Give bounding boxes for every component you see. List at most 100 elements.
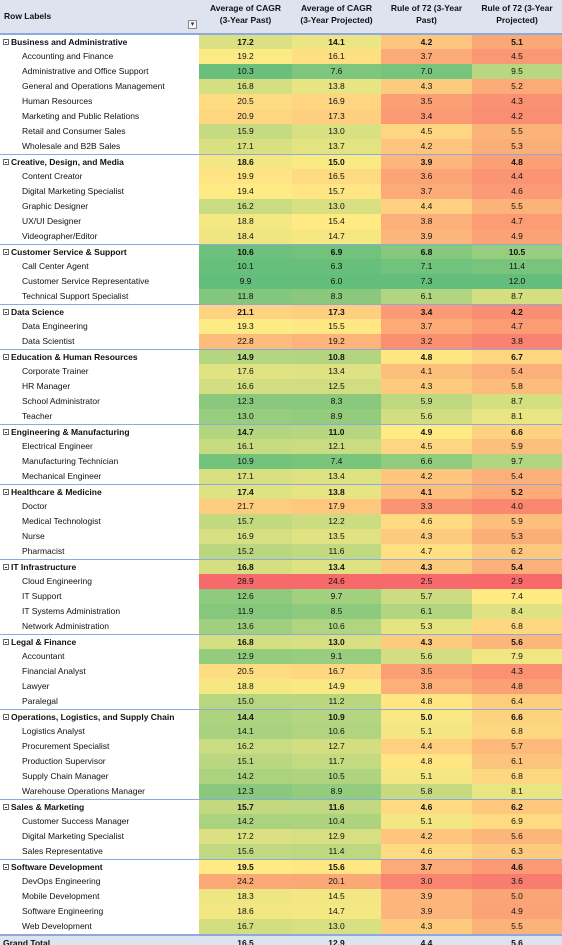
row-label[interactable]: Data Engineering [0,319,221,334]
cagr-projected-cell[interactable]: 13.5 [292,529,381,544]
rule72-past-cell[interactable]: 6.1 [381,289,472,304]
rule72-projected-cell[interactable]: 4.2 [472,109,562,124]
table-row[interactable]: Warehouse Operations Manager 12.3 8.9 5.8 8.… [0,784,562,799]
rule72-past-cell[interactable]: 4.3 [381,919,472,934]
cagr-past-cell[interactable]: 13.6 [199,619,292,634]
rule72-past-cell[interactable]: 3.7 [381,49,472,64]
cagr-projected-cell[interactable]: 13.4 [292,560,381,575]
cagr-projected-cell[interactable]: 9.1 [292,649,381,664]
cagr-projected-cell[interactable]: 11.4 [292,844,381,859]
row-label[interactable]: Customer Service Representative [0,274,221,289]
cagr-projected-cell[interactable]: 14.7 [292,229,381,244]
category-row[interactable]: Data Science 21.1 17.3 3.4 4.2 [0,304,562,320]
col-header-rule72-past[interactable]: Rule of 72 (3-Year Past) [381,2,472,26]
rule72-past-cell[interactable]: 4.1 [381,485,472,500]
category-label[interactable]: Engineering & Manufacturing [0,425,202,440]
row-label[interactable]: DevOps Engineering [0,874,221,889]
rule72-projected-cell[interactable]: 4.2 [472,305,562,320]
category-label[interactable]: Data Science [0,305,202,320]
table-row[interactable]: Electrical Engineer 16.1 12.1 4.5 5.9 [0,439,562,454]
category-label[interactable]: Sales & Marketing [0,800,202,815]
rule72-past-cell[interactable]: 4.4 [381,199,472,214]
rule72-past-cell[interactable]: 4.3 [381,560,472,575]
row-label[interactable]: Technical Support Specialist [0,289,221,304]
table-row[interactable]: Procurement Specialist 16.2 12.7 4.4 5.7 [0,739,562,754]
rule72-past-cell[interactable]: 3.7 [381,860,472,875]
table-row[interactable]: Digital Marketing Specialist 17.2 12.9 4.2 5… [0,829,562,844]
table-row[interactable]: Medical Technologist 15.7 12.2 4.6 5.9 [0,514,562,529]
category-label[interactable]: Operations, Logistics, and Supply Chain [0,710,202,725]
collapse-toggle-icon[interactable] [3,309,9,315]
rule72-projected-cell[interactable]: 7.9 [472,649,562,664]
cagr-projected-cell[interactable]: 10.9 [292,710,381,725]
table-row[interactable]: Videographer/Editor 18.4 14.7 3.9 4.9 [0,229,562,244]
filter-dropdown-icon[interactable]: ▾ [188,20,197,29]
cagr-past-cell[interactable]: 12.6 [199,589,292,604]
row-labels-header[interactable]: Row Labels [4,11,52,21]
rule72-projected-cell[interactable]: 4.3 [472,664,562,679]
row-label[interactable]: Cloud Engineering [0,574,221,589]
category-label[interactable]: Customer Service & Support [0,245,202,260]
category-label[interactable]: Business and Administrative [0,35,202,50]
cagr-past-cell[interactable]: 15.1 [199,754,292,769]
table-row[interactable]: Software Engineering 18.6 14.7 3.9 4.9 [0,904,562,919]
table-row[interactable]: Nurse 16.9 13.5 4.3 5.3 [0,529,562,544]
cagr-projected-cell[interactable]: 13.0 [292,199,381,214]
collapse-toggle-icon[interactable] [3,354,9,360]
table-row[interactable]: Cloud Engineering 28.9 24.6 2.5 2.9 [0,574,562,589]
cagr-past-cell[interactable]: 18.6 [199,904,292,919]
cagr-projected-cell[interactable]: 13.7 [292,139,381,154]
row-label[interactable]: Call Center Agent [0,259,221,274]
cagr-past-cell[interactable]: 20.5 [199,94,292,109]
col-header-rule72-projected[interactable]: Rule of 72 (3-Year Projected) [472,2,562,26]
rule72-projected-cell[interactable]: 4.7 [472,214,562,229]
rule72-projected-cell[interactable]: 5.1 [472,35,562,50]
collapse-toggle-icon[interactable] [3,429,9,435]
table-row[interactable]: Human Resources 20.5 16.9 3.5 4.3 [0,94,562,109]
collapse-toggle-icon[interactable] [3,714,9,720]
rule72-projected-cell[interactable]: 8.7 [472,289,562,304]
row-label[interactable]: Digital Marketing Specialist [0,184,221,199]
cagr-past-cell[interactable]: 18.3 [199,889,292,904]
rule72-past-cell[interactable]: 6.6 [381,454,472,469]
rule72-projected-cell[interactable]: 5.6 [472,829,562,844]
rule72-projected-cell[interactable]: 5.6 [511,938,523,945]
row-label[interactable]: Lawyer [0,679,221,694]
rule72-projected-cell[interactable]: 6.8 [472,619,562,634]
rule72-projected-cell[interactable]: 6.1 [472,754,562,769]
row-label[interactable]: Content Creator [0,169,221,184]
cagr-projected-cell[interactable]: 12.9 [292,829,381,844]
rule72-past-cell[interactable]: 7.1 [381,259,472,274]
cagr-past-cell[interactable]: 21.7 [199,499,292,514]
collapse-toggle-icon[interactable] [3,804,9,810]
rule72-projected-cell[interactable]: 5.7 [472,739,562,754]
table-row[interactable]: Network Administration 13.6 10.6 5.3 6.8 [0,619,562,634]
cagr-projected-cell[interactable]: 10.5 [292,769,381,784]
table-row[interactable]: IT Systems Administration 11.9 8.5 6.1 8.4 [0,604,562,619]
cagr-past-cell[interactable]: 16.8 [199,79,292,94]
rule72-projected-cell[interactable]: 5.5 [472,199,562,214]
row-label[interactable]: Paralegal [0,694,221,709]
table-row[interactable]: Mechanical Engineer 17.1 13.4 4.2 5.4 [0,469,562,484]
cagr-past-cell[interactable]: 10.1 [199,259,292,274]
category-row[interactable]: Customer Service & Support 10.6 6.9 6.8 10.5 [0,244,562,260]
rule72-past-cell[interactable]: 4.2 [381,829,472,844]
rule72-past-cell[interactable]: 4.1 [381,364,472,379]
category-row[interactable]: Healthcare & Medicine 17.4 13.8 4.1 5.2 [0,484,562,500]
table-row[interactable]: Lawyer 18.8 14.9 3.8 4.8 [0,679,562,694]
cagr-projected-cell[interactable]: 11.2 [292,694,381,709]
cagr-past-cell[interactable]: 19.4 [199,184,292,199]
category-row[interactable]: Education & Human Resources 14.9 10.8 4.8 6.… [0,349,562,365]
cagr-projected-cell[interactable]: 14.7 [292,904,381,919]
grand-total-row[interactable]: Grand Total 16.5 12.9 4.4 5.6 [0,934,562,945]
rule72-past-cell[interactable]: 3.6 [381,169,472,184]
rule72-projected-cell[interactable]: 5.6 [472,635,562,650]
rule72-projected-cell[interactable]: 6.8 [472,724,562,739]
cagr-past-cell[interactable]: 19.3 [199,319,292,334]
rule72-past-cell[interactable]: 3.2 [381,334,472,349]
cagr-projected-cell[interactable]: 13.0 [292,124,381,139]
rule72-past-cell[interactable]: 4.3 [381,79,472,94]
category-row[interactable]: IT Infrastructure 16.8 13.4 4.3 5.4 [0,559,562,575]
table-row[interactable]: UX/UI Designer 18.8 15.4 3.8 4.7 [0,214,562,229]
category-label[interactable]: Software Development [0,860,202,875]
